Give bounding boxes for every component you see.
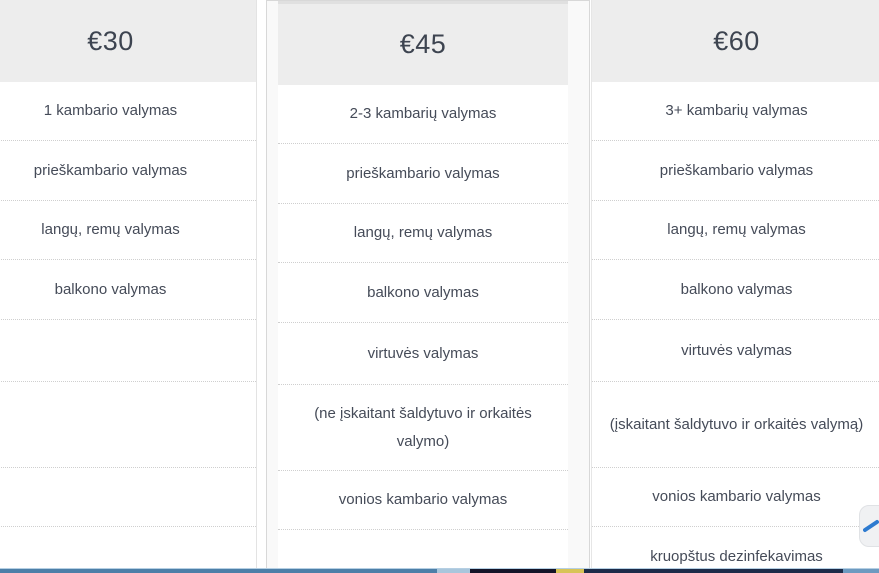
plan-rows-basic: 1 kambario valymas prieškambario valymas… <box>0 82 256 573</box>
bottom-strip-segment <box>437 569 470 573</box>
table-row: (įskaitant šaldytuvo ir orkaitės valymą) <box>592 382 879 468</box>
plan-column-basic: €30 1 kambario valymas prieškambario val… <box>0 0 257 573</box>
table-row: prieškambario valymas <box>0 141 256 201</box>
table-row <box>0 527 256 573</box>
table-row: kruopštus dezinfekavimas <box>650 548 823 565</box>
table-row <box>278 530 568 573</box>
plan-column-deluxe: €60 3+ kambarių valymas prieškambario va… <box>591 0 879 573</box>
table-row: prieškambario valymas <box>278 144 568 204</box>
table-row: vonios kambario valymas <box>278 471 568 530</box>
table-row <box>0 320 256 382</box>
table-row: vonios kambario valymas <box>592 468 879 527</box>
table-row: (ne įskaitant šaldytuvo ir orkaitės valy… <box>278 385 568 471</box>
table-row: langų, remų valymas <box>0 201 256 260</box>
plan-price-deluxe: €60 <box>592 0 879 82</box>
table-row <box>0 382 256 468</box>
table-row: prieškambario valymas <box>592 141 879 201</box>
plan-price-basic: €30 <box>0 0 256 82</box>
floating-widget-button[interactable] <box>859 505 879 547</box>
table-row <box>0 468 256 527</box>
featured-card-inner: €45 2-3 kambarių valymas prieškambario v… <box>278 1 568 573</box>
bottom-strip-segment <box>470 569 556 573</box>
table-row: langų, remų valymas <box>278 204 568 263</box>
plan-price-featured: €45 <box>278 1 568 85</box>
page-bottom-strip <box>0 568 879 573</box>
table-row: virtuvės valymas <box>592 320 879 382</box>
bottom-strip-segment <box>0 569 437 573</box>
table-row: 2-3 kambarių valymas <box>278 85 568 144</box>
table-row: balkono valymas <box>0 260 256 320</box>
table-row: 3+ kambarių valymas <box>592 82 879 141</box>
table-row: balkono valymas <box>592 260 879 320</box>
bottom-strip-segment <box>556 569 584 573</box>
widget-arrow-icon <box>863 520 879 532</box>
table-row: langų, remų valymas <box>592 201 879 260</box>
bottom-strip-segment <box>584 569 843 573</box>
plan-rows-deluxe: 3+ kambarių valymas prieškambario valyma… <box>592 82 879 573</box>
table-row: virtuvės valymas <box>278 323 568 385</box>
table-row: 1 kambario valymas <box>0 82 256 141</box>
table-row: balkono valymas <box>278 263 568 323</box>
bottom-strip-segment <box>843 569 879 573</box>
plan-column-featured: €45 2-3 kambarių valymas prieškambario v… <box>266 0 590 573</box>
